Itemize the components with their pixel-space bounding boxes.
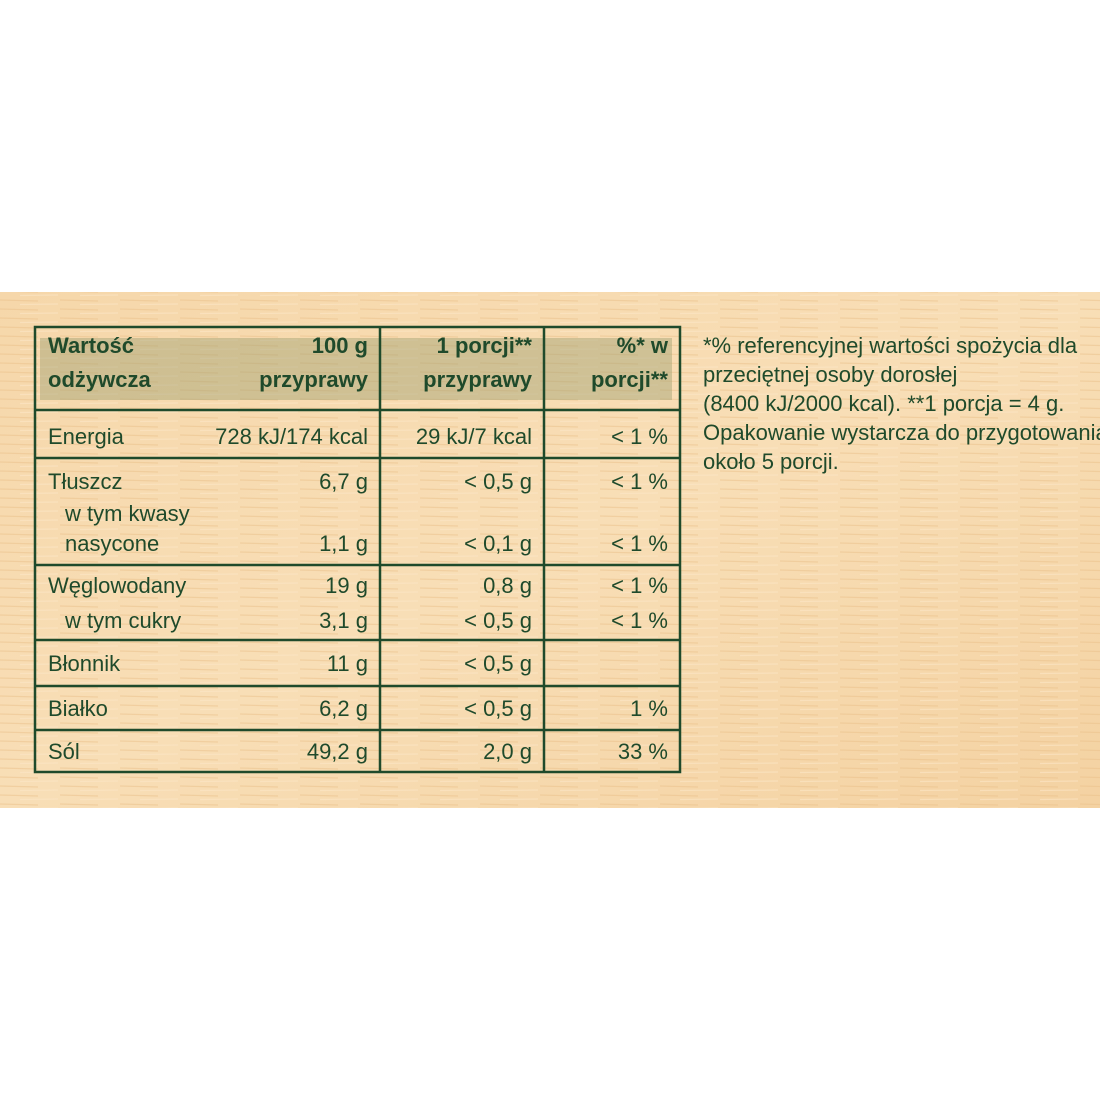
footnote: przeciętnej osoby dorosłej xyxy=(703,362,957,387)
header-text: 1 porcji** xyxy=(437,333,533,358)
header-text: %* w xyxy=(617,333,669,358)
nutrient-value: 29 kJ/7 kcal xyxy=(416,424,532,449)
nutrient-value: 1 % xyxy=(630,696,668,721)
nutrient-value: 1,1 g xyxy=(319,531,368,556)
nutrient-value: 19 g xyxy=(325,573,368,598)
nutrient-label: w tym kwasy xyxy=(64,501,190,526)
nutrient-value: < 1 % xyxy=(611,469,668,494)
nutrient-label: nasycone xyxy=(65,531,159,556)
header-text: przyprawy xyxy=(423,367,533,392)
nutrient-value: 6,7 g xyxy=(319,469,368,494)
header-text: Wartość xyxy=(48,333,134,358)
nutrient-value: 2,0 g xyxy=(483,739,532,764)
nutrient-value: < 0,5 g xyxy=(464,469,532,494)
nutrient-value: < 0,5 g xyxy=(464,651,532,676)
nutrition-table xyxy=(33,325,682,774)
footnote: Opakowanie wystarcza do przygotowania xyxy=(703,420,1100,445)
header-text: przyprawy xyxy=(259,367,369,392)
nutrient-label: Sól xyxy=(48,739,80,764)
nutrient-value: < 1 % xyxy=(611,531,668,556)
nutrient-value: 728 kJ/174 kcal xyxy=(215,424,368,449)
wood-grain xyxy=(0,292,1100,808)
nutrient-value: < 1 % xyxy=(611,573,668,598)
nutrient-value: 49,2 g xyxy=(307,739,368,764)
nutrient-value: 33 % xyxy=(618,739,668,764)
table-border xyxy=(33,325,682,774)
nutrient-value: 11 g xyxy=(327,651,368,676)
header-highlight xyxy=(40,338,672,400)
nutrient-label: Węglowodany xyxy=(48,573,186,598)
nutrient-value: < 0,1 g xyxy=(464,531,532,556)
nutrient-label: Energia xyxy=(48,424,125,449)
nutrient-label: Tłuszcz xyxy=(48,469,123,494)
header-text: porcji** xyxy=(591,367,668,392)
nutrient-label: Białko xyxy=(48,696,108,721)
nutrient-value: 6,2 g xyxy=(319,696,368,721)
nutrient-value: < 1 % xyxy=(611,608,668,633)
footnote: *% referencyjnej wartości spożycia dla xyxy=(703,333,1078,358)
nutrient-value: < 1 % xyxy=(611,424,668,449)
header-text: 100 g xyxy=(312,333,368,358)
nutrient-value: 0,8 g xyxy=(483,573,532,598)
nutrient-value: 3,1 g xyxy=(319,608,368,633)
header-text: odżywcza xyxy=(48,367,151,392)
nutrient-value: < 0,5 g xyxy=(464,608,532,633)
nutrient-label: Błonnik xyxy=(48,651,121,676)
footnote: około 5 porcji. xyxy=(703,449,839,474)
footnote: (8400 kJ/2000 kcal). **1 porcja = 4 g. xyxy=(703,391,1064,416)
nutrient-label: w tym cukry xyxy=(64,608,181,633)
nutrient-value: < 0,5 g xyxy=(464,696,532,721)
